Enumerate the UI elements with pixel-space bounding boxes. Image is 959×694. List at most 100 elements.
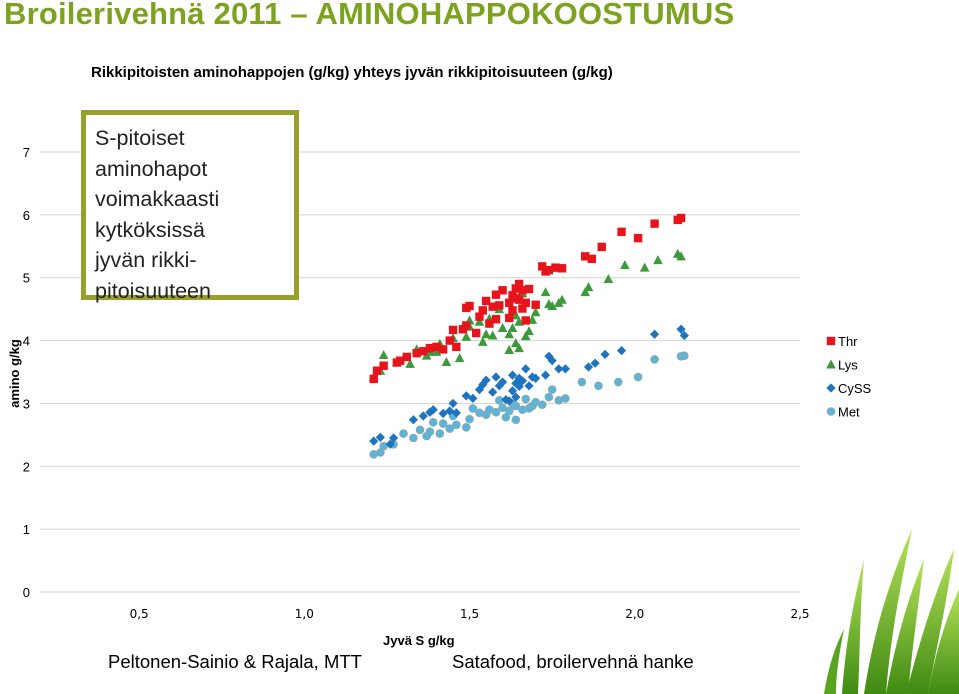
data-point-cyss	[408, 415, 418, 425]
legend-marker-lys	[826, 359, 836, 369]
data-point-thr	[633, 233, 643, 243]
footer-source-left: Peltonen-Sainio & Rajala, MTT	[108, 651, 362, 672]
y-axis-label: amino g/kg	[6, 339, 22, 408]
legend-marker-cyss	[826, 383, 836, 393]
data-point-met	[465, 414, 474, 424]
legend-label-lys: Lys	[838, 358, 858, 373]
data-point-lys	[378, 350, 389, 360]
data-point-lys	[441, 356, 452, 366]
data-point-thr	[462, 321, 471, 330]
data-point-thr	[491, 315, 501, 324]
data-point-thr	[471, 328, 481, 338]
data-point-cyss	[507, 370, 518, 380]
data-point-met	[613, 377, 623, 387]
data-point-thr	[412, 348, 421, 358]
data-point-met	[547, 385, 557, 394]
data-point-lys	[481, 329, 491, 339]
data-point-thr	[557, 264, 567, 273]
data-point-thr	[481, 296, 491, 306]
data-point-cyss	[616, 346, 627, 356]
data-point-lys	[511, 310, 521, 320]
data-point-cyss	[521, 364, 531, 374]
data-point-cyss	[474, 385, 485, 395]
data-point-thr	[551, 263, 560, 272]
data-point-thr	[488, 302, 497, 311]
x-tick-label: 1,0	[295, 607, 314, 621]
data-point-thr	[650, 219, 659, 228]
data-point-lys	[497, 323, 508, 332]
data-point-thr	[617, 227, 626, 237]
data-point-thr	[521, 298, 530, 308]
data-point-thr	[544, 265, 554, 275]
data-point-cyss	[583, 362, 594, 372]
data-point-met	[650, 355, 659, 364]
legend-marker-thr	[826, 336, 836, 346]
data-point-thr	[402, 352, 411, 362]
data-point-met	[428, 417, 438, 427]
data-point-thr	[438, 345, 448, 354]
data-point-met	[409, 433, 418, 443]
data-point-met	[435, 429, 445, 438]
callout-line: pitoisuuteen	[95, 278, 211, 303]
data-point-cyss	[481, 375, 491, 385]
data-point-thr	[518, 286, 527, 295]
data-point-cyss	[554, 364, 564, 374]
x-tick-label: 0,5	[130, 607, 149, 621]
data-point-met	[379, 441, 388, 451]
data-point-met	[537, 400, 547, 409]
legend-marker-met	[826, 407, 836, 416]
data-point-lys	[477, 336, 488, 346]
data-point-thr	[491, 290, 501, 299]
data-point-met	[511, 401, 521, 411]
callout-line: jyvän rikki-	[95, 248, 197, 272]
data-point-thr	[485, 319, 494, 328]
data-point-cyss	[507, 386, 518, 396]
data-point-cyss	[514, 381, 524, 392]
data-point-cyss	[478, 379, 488, 390]
data-point-cyss	[491, 372, 501, 382]
y-tick-label: 1	[23, 522, 30, 537]
data-point-lys	[514, 316, 524, 326]
data-point-thr	[452, 342, 461, 352]
data-point-cyss	[590, 358, 600, 368]
x-tick-label: 1,5	[460, 607, 479, 621]
callout-line: kytköksissä	[95, 217, 205, 242]
legend-label-thr: Thr	[838, 334, 858, 349]
data-point-met	[544, 392, 554, 402]
data-point-cyss	[448, 398, 458, 409]
y-tick-label: 6	[23, 208, 30, 223]
legend-label-cyss: CySS	[838, 381, 872, 396]
data-point-lys	[557, 294, 567, 304]
data-point-thr	[495, 301, 504, 310]
data-point-met	[468, 404, 478, 413]
data-point-thr	[538, 262, 547, 271]
data-point-thr	[465, 301, 474, 311]
callout-line: S-pitoiset	[95, 126, 185, 150]
data-point-thr	[511, 284, 521, 293]
data-point-thr	[524, 284, 534, 294]
data-point-thr	[432, 342, 441, 352]
data-point-thr	[379, 361, 388, 370]
data-point-cyss	[504, 396, 514, 406]
grass-decoration	[824, 529, 959, 694]
data-point-cyss	[540, 370, 551, 380]
data-point-lys	[583, 282, 594, 292]
data-point-thr	[587, 254, 597, 264]
data-point-cyss	[524, 381, 534, 391]
data-point-lys	[474, 316, 485, 326]
data-point-cyss	[547, 356, 557, 366]
data-point-met	[521, 394, 531, 404]
data-point-thr	[676, 213, 686, 223]
data-point-thr	[425, 343, 435, 353]
data-point-met	[461, 423, 471, 432]
data-point-met	[577, 377, 587, 387]
chart-legend: Thr Lys CySS Met	[826, 334, 872, 420]
data-point-lys	[431, 346, 442, 356]
data-point-thr	[505, 313, 514, 323]
data-point-met	[504, 406, 514, 416]
data-point-met	[425, 427, 435, 437]
data-point-thr	[514, 295, 524, 304]
data-point-thr	[508, 306, 517, 315]
data-point-lys	[547, 301, 557, 310]
y-tick-label: 2	[23, 459, 30, 474]
